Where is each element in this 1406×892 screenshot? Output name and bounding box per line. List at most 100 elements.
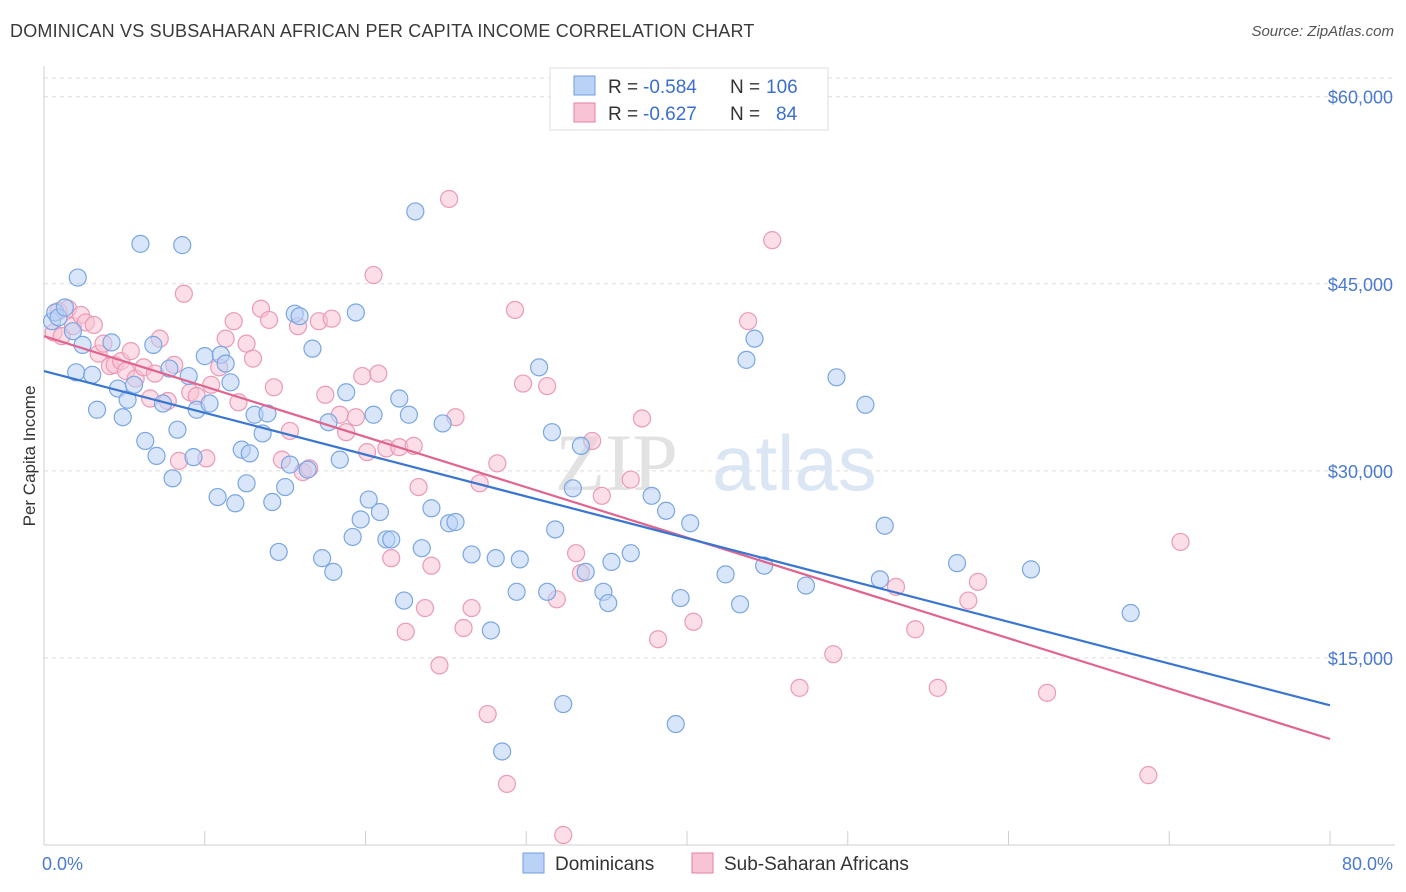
dominican-point: [280, 455, 300, 474]
subsaharan-point: [513, 374, 533, 393]
subsaharan-point: [462, 598, 481, 618]
dominican-point: [351, 510, 370, 529]
dominican-point: [446, 512, 465, 532]
subsaharan-point: [906, 620, 925, 639]
dominican-point: [343, 527, 362, 547]
dominican-point: [681, 514, 700, 533]
subsaharan-point: [216, 329, 235, 348]
subsaharan-point: [684, 612, 703, 631]
dominican-trend-line: [43, 370, 1331, 707]
dominican-point: [163, 469, 182, 488]
dominican-point: [554, 694, 573, 714]
subsaharan-point: [415, 598, 435, 618]
bottom-legend-label-dominicans: Dominicans: [555, 854, 654, 875]
dominican-point: [399, 405, 419, 424]
dominican-point: [563, 479, 582, 498]
subsaharan-point: [439, 189, 459, 209]
dominican-point: [671, 588, 690, 608]
subsaharan-point: [358, 443, 377, 462]
dominican-point: [530, 358, 549, 377]
dominican-point: [312, 549, 332, 568]
dominican-point: [324, 562, 343, 581]
legend-n-value-2: 84: [776, 104, 798, 125]
subsaharan-point: [174, 284, 193, 303]
dominican-point: [63, 322, 83, 341]
subsaharan-point: [538, 376, 557, 396]
dominican-point: [486, 549, 505, 568]
subsaharan-point: [1171, 532, 1190, 552]
dominican-point: [124, 375, 144, 394]
dominican-point: [68, 268, 87, 287]
subsaharan-point: [566, 544, 586, 563]
subsaharan-point: [346, 408, 365, 427]
x-tick-label-min: 0.0%: [42, 854, 83, 874]
dominican-point: [1021, 560, 1041, 579]
dominican-point: [730, 595, 750, 614]
dominican-point: [875, 516, 894, 535]
dominican-point: [571, 436, 591, 456]
dominican-point: [382, 530, 401, 549]
legend-bottom: Dominicans Sub-Saharan Africans: [522, 852, 909, 875]
y-tick-label: $30,000: [1328, 462, 1393, 482]
dominican-point: [303, 339, 322, 358]
dominican-point: [433, 414, 452, 433]
subsaharan-point: [478, 704, 497, 724]
dominican-point: [221, 373, 240, 392]
subsaharan-point: [968, 572, 988, 591]
legend-swatch-subsaharan: [573, 102, 596, 123]
dominican-point: [737, 350, 756, 369]
dominican-point: [160, 359, 179, 378]
dominican-point: [337, 383, 356, 402]
dominican-point: [330, 450, 349, 469]
dominican-point: [258, 404, 277, 423]
subsaharan-point: [554, 825, 573, 845]
dominican-point: [745, 329, 764, 348]
bottom-legend-swatch-subsaharan: [691, 852, 714, 874]
dominican-point: [237, 474, 256, 493]
dominican-point: [216, 354, 235, 373]
legend-swatch-dominicans: [573, 75, 596, 96]
subsaharan-point: [454, 618, 473, 638]
dominican-point: [406, 202, 425, 221]
dominican-point: [642, 486, 661, 505]
subsaharan-point: [592, 486, 611, 505]
y-tick-label: $60,000: [1328, 88, 1393, 108]
subsaharan-point: [353, 366, 372, 386]
subsaharan-point: [1139, 766, 1158, 785]
dominican-point: [208, 487, 227, 507]
subsaharan-point: [259, 310, 279, 330]
bottom-legend-label-subsaharan: Sub-Saharan Africans: [724, 854, 909, 875]
dominican-point: [716, 565, 735, 584]
dominican-point: [298, 460, 317, 479]
subsaharan-point: [430, 656, 449, 675]
axes: [43, 66, 1395, 846]
dominican-point: [144, 335, 163, 354]
dominican-point: [796, 576, 816, 595]
legend-box: [549, 67, 829, 131]
subsaharan-point: [488, 454, 507, 473]
dominican-point: [856, 395, 875, 414]
subsaharan-point: [237, 334, 256, 353]
dominican-point: [364, 405, 383, 424]
dominican-point: [263, 492, 282, 512]
subsaharan-point: [382, 549, 401, 568]
legend-n-label-1: N =: [730, 77, 760, 98]
watermark-atlas: atlas: [712, 419, 877, 507]
dominican-point: [870, 570, 890, 589]
subsaharan-point: [337, 423, 356, 442]
subsaharan-point: [84, 315, 103, 335]
legend-top: R = -0.584 N = 106 R = -0.627 N = 84: [549, 67, 829, 131]
dominican-point: [621, 544, 640, 563]
subsaharan-point: [959, 591, 978, 610]
dominican-point: [462, 545, 481, 564]
dominican-point: [131, 234, 150, 253]
dominican-point: [481, 621, 500, 640]
dominican-point: [538, 582, 557, 601]
dominican-point: [200, 394, 219, 413]
subsaharan-point: [824, 645, 843, 664]
subsaharan-point: [121, 342, 140, 361]
dominican-point: [947, 554, 967, 573]
dominican-point: [87, 400, 107, 419]
subsaharan-point: [264, 378, 283, 397]
